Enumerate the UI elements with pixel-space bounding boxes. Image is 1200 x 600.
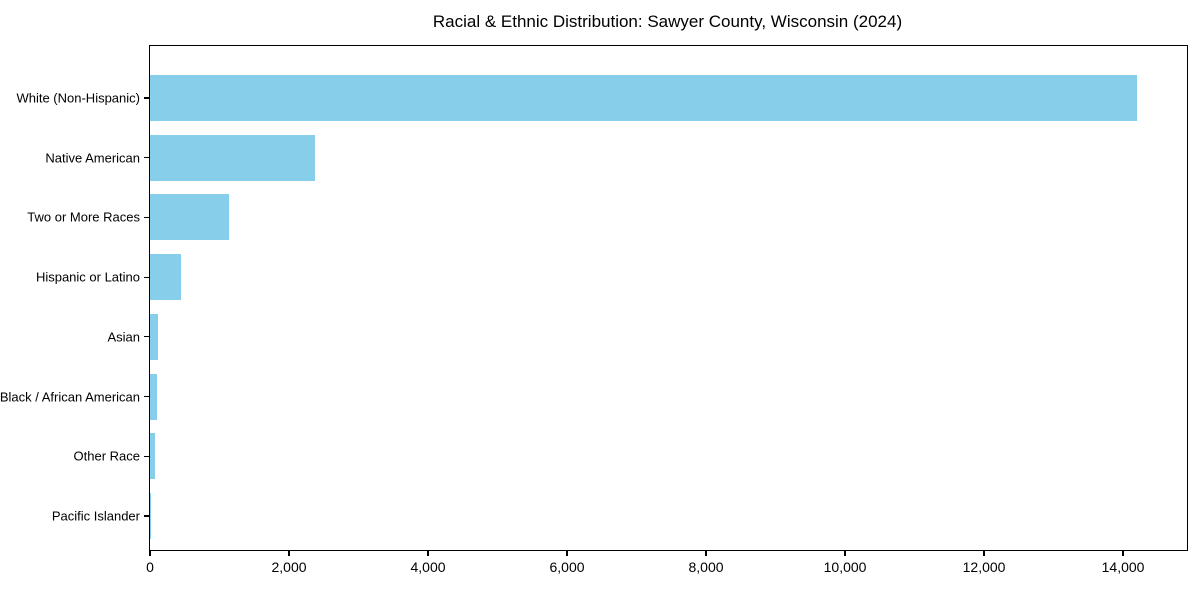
y-axis-label: Asian [107, 329, 140, 345]
x-tick-label: 6,000 [549, 559, 585, 575]
y-axis-label: White (Non-Hispanic) [16, 90, 140, 106]
y-axis-label: Other Race [73, 448, 140, 464]
y-axis-label: Hispanic or Latino [35, 269, 140, 285]
y-tick-mark [144, 455, 149, 457]
x-tick-mark [1122, 551, 1124, 556]
y-tick-mark [144, 97, 149, 99]
bar [150, 254, 182, 301]
y-tick-mark [144, 395, 149, 398]
y-axis-label: Black / African American [0, 389, 140, 405]
y-tick-mark [144, 515, 149, 517]
x-tick-mark [149, 551, 151, 556]
x-tick-mark [427, 551, 429, 556]
y-axis-label: Pacific Islander [51, 508, 140, 524]
bar [150, 194, 230, 241]
x-tick-label: 4,000 [410, 559, 446, 575]
y-tick-mark [144, 336, 149, 338]
x-tick-label: 14,000 [1101, 559, 1145, 575]
x-tick-mark [844, 551, 846, 556]
bar [150, 433, 156, 480]
y-tick-mark [144, 276, 149, 278]
x-tick-mark [288, 551, 290, 556]
y-tick-mark [144, 216, 149, 219]
x-tick-label: 8,000 [688, 559, 724, 575]
x-tick-mark [566, 551, 568, 556]
x-tick-label: 12,000 [962, 559, 1006, 575]
y-axis-label: Native American [45, 150, 140, 166]
y-axis-label: Two or More Races [27, 209, 140, 225]
x-tick-mark [983, 551, 985, 556]
chart-title: Racial & Ethnic Distribution: Sawyer Cou… [432, 12, 903, 31]
y-tick-mark [144, 157, 149, 159]
x-tick-label: 0 [146, 559, 154, 575]
x-tick-label: 10,000 [823, 559, 867, 575]
bar [150, 493, 151, 539]
bar [150, 75, 1137, 121]
plot-area: White (Non-Hispanic) Native American Two o… [0, 45, 1188, 575]
bar [150, 373, 157, 420]
bar [150, 134, 316, 181]
x-tick-mark [705, 551, 707, 556]
x-tick-label: 2,000 [271, 559, 307, 575]
bar [150, 313, 158, 360]
